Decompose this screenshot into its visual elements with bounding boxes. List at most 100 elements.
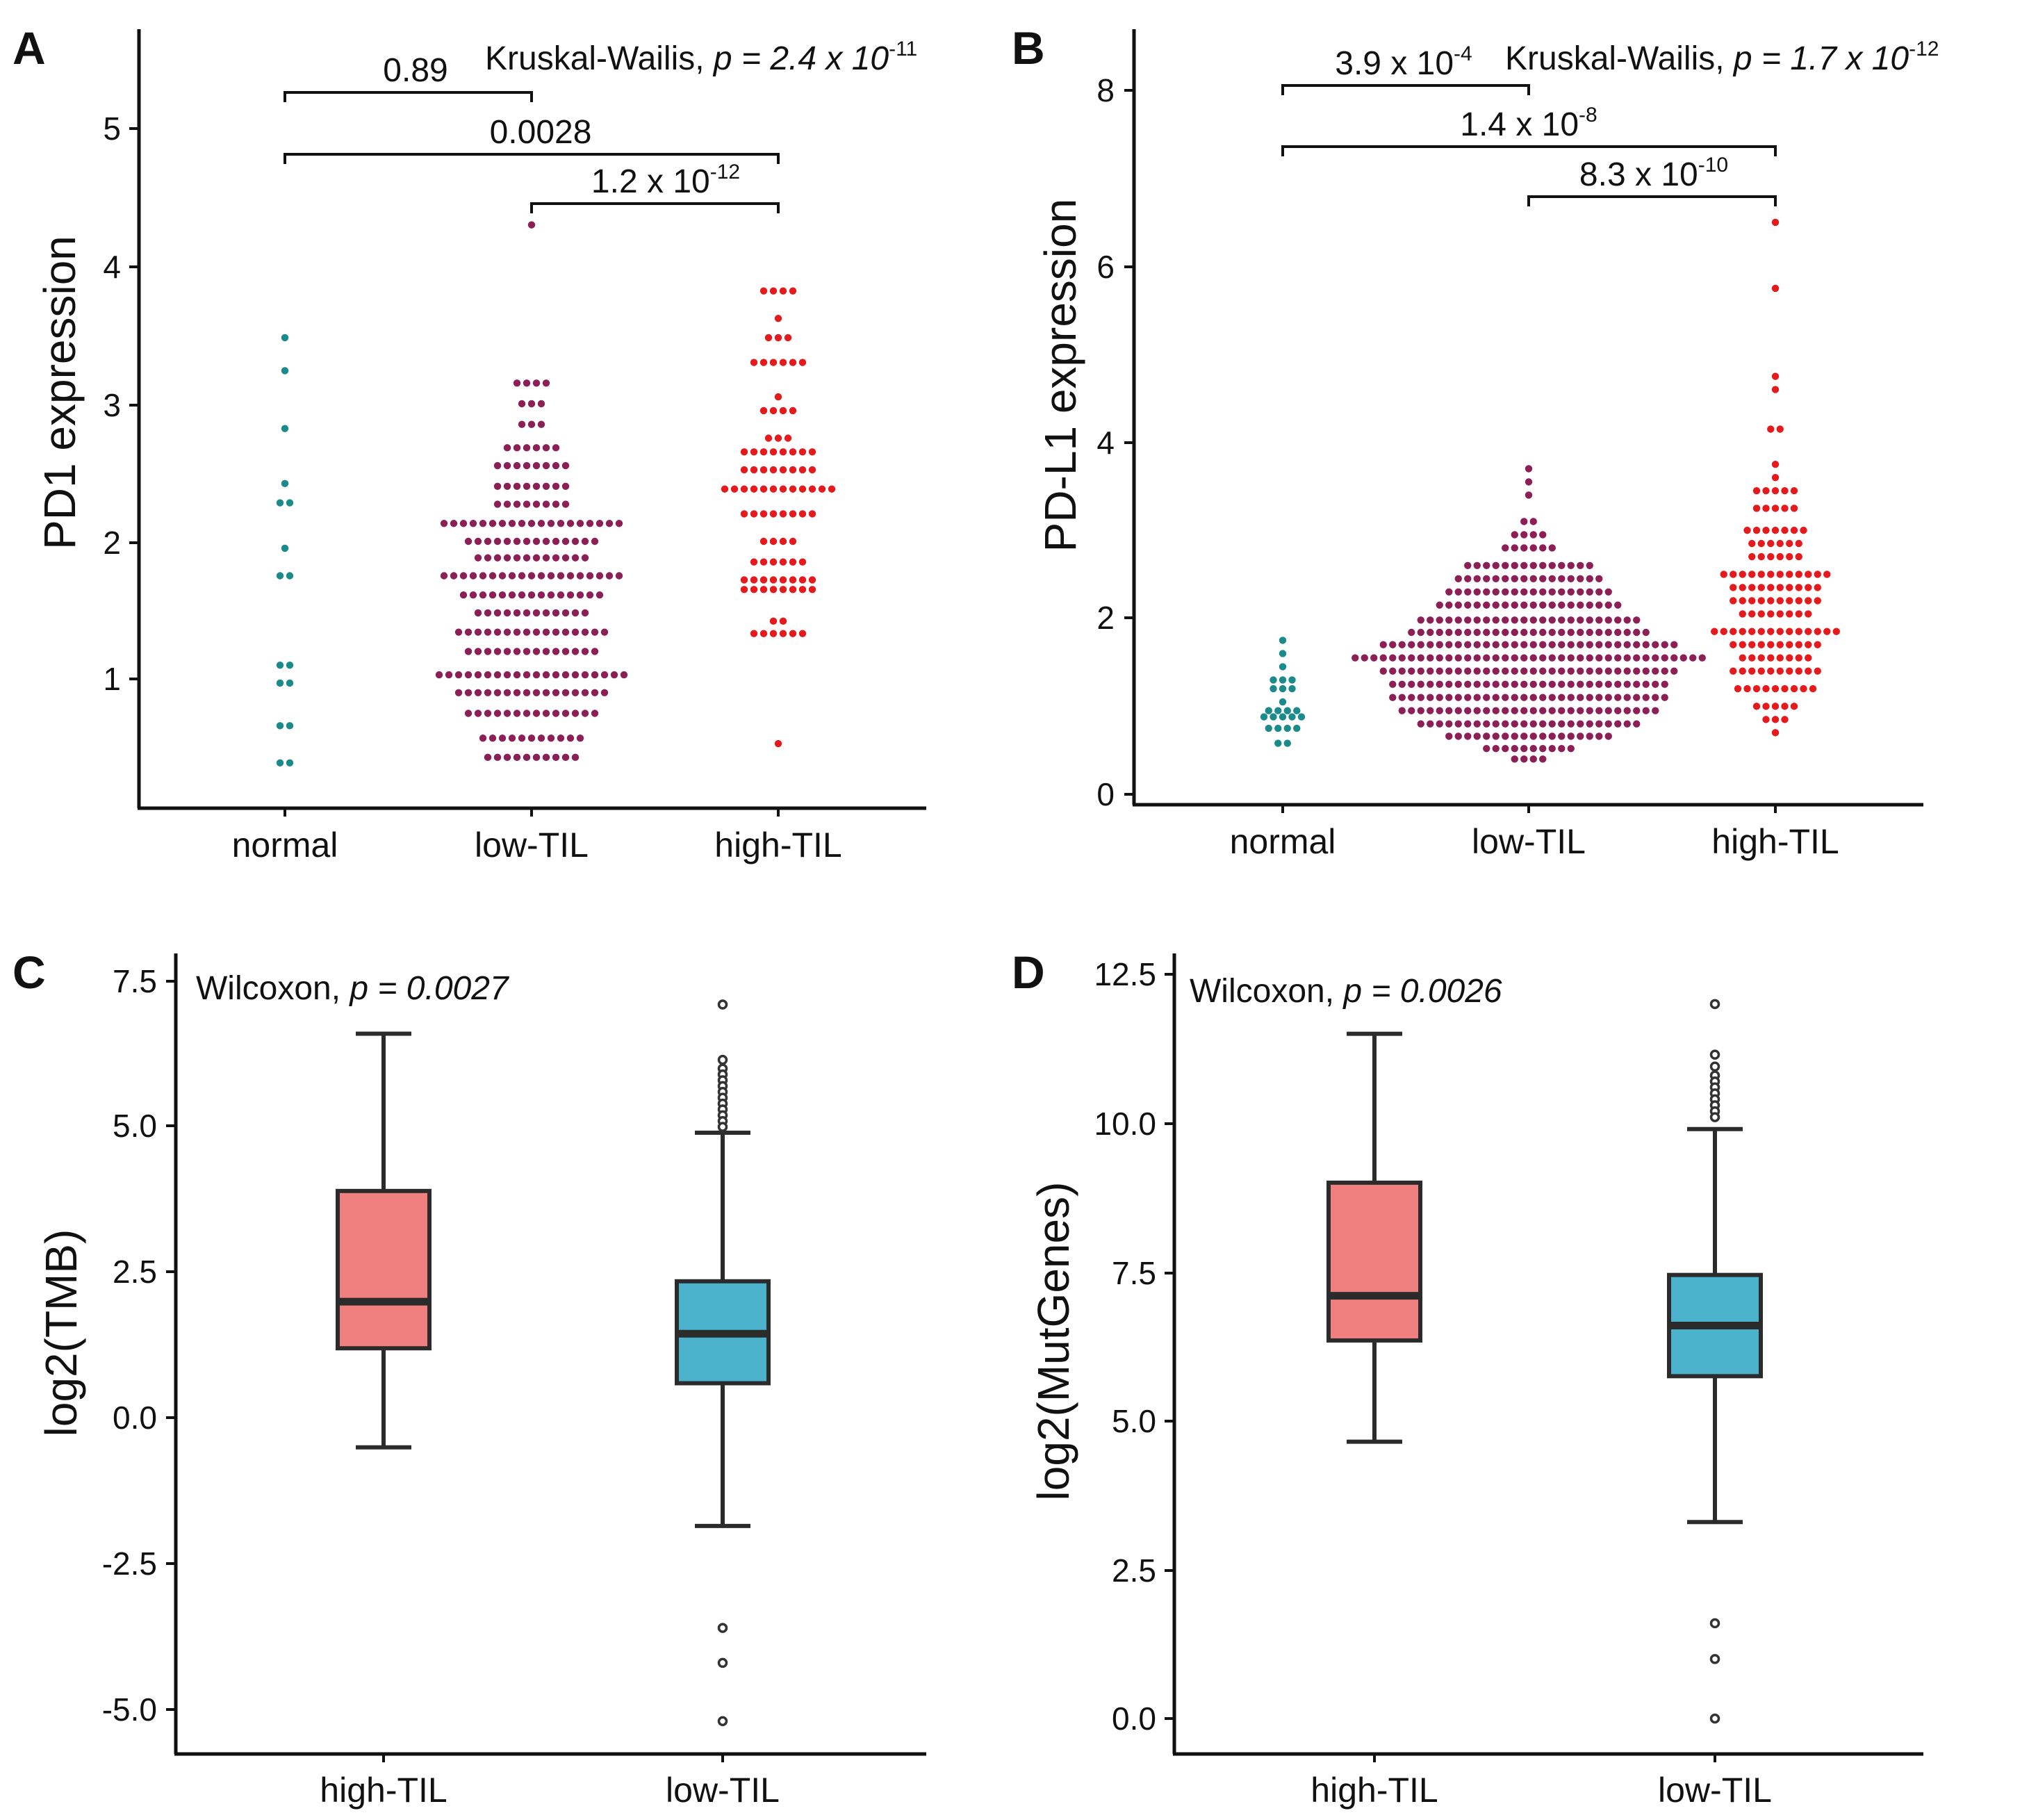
panel-a-dot: [484, 671, 492, 679]
panel-b-dot: [1436, 654, 1443, 662]
panel-b-dot: [1548, 628, 1556, 637]
panel-a-dot: [557, 572, 565, 580]
panel-b-dot: [1809, 684, 1817, 693]
panel-a-dot: [479, 520, 487, 527]
panel-b-series-normal: [1260, 637, 1306, 747]
panel-b-dot: [1786, 667, 1793, 675]
panel-a-dot: [450, 520, 458, 527]
panel-b-dot: [1427, 694, 1434, 701]
panel-b-dot: [1502, 680, 1509, 688]
panel-b-dot: [1767, 552, 1775, 561]
panel-b-dot: [1567, 561, 1575, 569]
panel-b-dot: [1776, 667, 1784, 675]
panel-a-dot: [552, 482, 560, 490]
panel-b-dot: [1473, 732, 1481, 740]
panel-b-dot: [1529, 588, 1537, 596]
panel-b-dot: [1445, 616, 1453, 624]
panel-a-dot: [542, 500, 550, 508]
panel-b-dot: [1558, 588, 1566, 596]
panel-a-dot: [586, 520, 594, 527]
panel-b-dot: [1577, 561, 1584, 569]
panel-a-dot: [769, 586, 778, 593]
panel-b-dot: [1595, 628, 1603, 637]
panel-b-dot: [1771, 505, 1780, 512]
panel-b-dot: [1689, 654, 1697, 662]
panel-a-dot: [464, 689, 473, 696]
panel-a-dot: [798, 466, 807, 474]
panel-b-dot: [1767, 584, 1775, 591]
panel-a-dot: [750, 576, 758, 584]
panel-a-dot: [286, 722, 294, 730]
panel-b-dot: [1595, 601, 1603, 609]
panel-b-dot: [1483, 694, 1490, 701]
panel-b-dot: [1520, 720, 1528, 728]
panel-c-y-tick-label: -2.5: [102, 1546, 157, 1582]
panel-b-dot: [1464, 667, 1472, 675]
panel-a-dot: [740, 586, 748, 593]
panel-a-dot: [488, 520, 497, 527]
panel-a-dot: [759, 558, 768, 566]
panel-b-dot: [1279, 684, 1287, 693]
panel-b-dot: [1730, 584, 1737, 591]
panel-d-x-tick-label: high-TIL: [1311, 1771, 1438, 1810]
panel-a-dot: [503, 710, 511, 717]
panel-b-dot: [1652, 654, 1659, 662]
panel-a-dot: [547, 572, 555, 580]
panel-b-dot: [1642, 667, 1650, 675]
panel-b-y-tick-label: 4: [1096, 425, 1115, 461]
panel-a-dot: [591, 689, 599, 696]
panel-a-comparison-label: 0.89: [383, 52, 447, 89]
panel-d-y-tick-label: 2.5: [1112, 1552, 1156, 1589]
panel-b-dot: [1473, 616, 1481, 624]
panel-b-dot: [1279, 663, 1287, 671]
panel-a-dot: [542, 482, 550, 490]
panel-d-y-tick-label: 10.0: [1094, 1106, 1156, 1142]
panel-a-dot: [571, 710, 580, 717]
panel-a-dot: [527, 572, 536, 580]
panel-a-dot: [808, 586, 816, 593]
panel-b-dot: [1548, 732, 1556, 740]
panel-b-dot: [1539, 588, 1547, 596]
panel-a-dot: [518, 420, 526, 428]
panel-b-dot: [1776, 628, 1784, 635]
panel-b-dot: [1623, 707, 1631, 714]
panel-b-dot: [1473, 575, 1481, 582]
panel-b-dot: [1436, 707, 1443, 714]
panel-b-dot: [1595, 680, 1603, 688]
panel-b-dot: [1748, 641, 1756, 648]
panel-a-dot: [542, 609, 550, 617]
panel-b-dot: [1492, 744, 1500, 753]
panel-a-dot: [523, 379, 531, 387]
panel-b-dot: [1752, 486, 1761, 495]
panel-a-dot: [828, 485, 836, 493]
panel-b-dot: [1795, 539, 1802, 548]
panel-b-dot: [1786, 552, 1793, 561]
panel-letter-a: A: [13, 22, 46, 74]
panel-b-dot: [1408, 628, 1415, 637]
panel-a-dot: [503, 689, 511, 696]
panel-b-dot: [1586, 694, 1593, 701]
panel-a-brackets: 0.89 0.0028 1.2 x 10-12: [284, 52, 780, 213]
panel-b-dot: [1483, 654, 1490, 662]
panel-b-dot: [1520, 628, 1528, 637]
panel-c-y-axis-title: log2(TMB): [36, 1229, 86, 1437]
panel-a-dot: [566, 591, 575, 599]
panel-b-dot: [1389, 694, 1397, 701]
panel-c-boxes: [336, 999, 771, 1727]
panel-b-dot: [1539, 544, 1547, 552]
panel-b-dot: [1492, 561, 1500, 569]
panel-a-dot: [561, 554, 570, 561]
panel-b-dot: [1548, 641, 1556, 648]
panel-b-dot: [1814, 584, 1821, 591]
panel-b-dot: [1436, 680, 1443, 688]
panel-a-dot: [527, 400, 536, 408]
panel-b-dot: [1454, 601, 1462, 609]
panel-a-dot: [513, 671, 521, 679]
panel-a-dot: [532, 554, 541, 561]
panel-b-dot: [1771, 729, 1780, 737]
panel-a-dot: [532, 689, 541, 696]
panel-b-dot: [1633, 654, 1641, 662]
panel-a-dot: [547, 520, 555, 527]
panel-a-dot: [552, 554, 560, 561]
panel-b-dot: [1823, 628, 1831, 635]
